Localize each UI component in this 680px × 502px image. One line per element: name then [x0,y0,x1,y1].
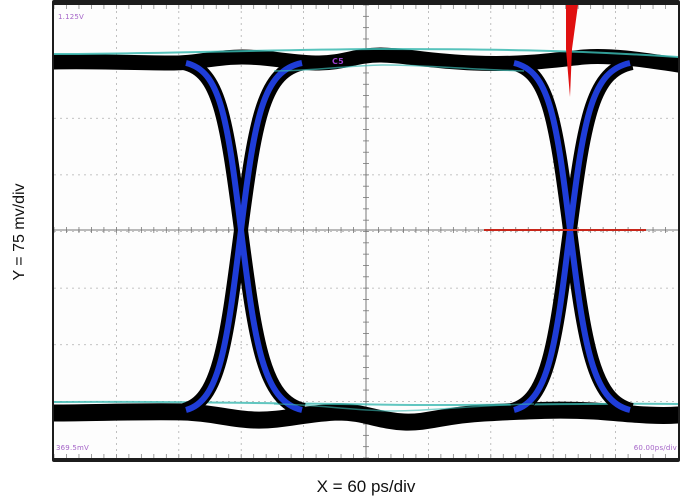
bottom-rail-highlight [53,400,679,407]
y-axis-label: Y = 75 mv/div [11,183,28,281]
top-rail-highlight [53,47,679,58]
bottom-rail-trace [45,401,680,431]
x-axis-label: X = 60 ps/div [316,477,416,496]
top-voltage-readout: 1.125V [58,13,85,21]
trigger-marker [566,5,578,97]
eye-diagram-display [45,4,680,459]
eye-traces [45,47,680,431]
time-scale-readout: 60.00ps/div [633,444,677,452]
graticule [53,4,678,459]
bottom-voltage-readout: 369.5mV [56,444,90,452]
top-rail-trace [46,47,680,73]
bottom-rail-inner-edge [273,403,535,412]
falling-edge-1-blue [185,60,303,413]
scope-screen: 1.125V 369.5mV 60.00ps/div C5 [45,4,680,459]
channel-label: C5 [332,57,344,66]
rising-edge-1-blue [185,60,303,413]
top-rail-inner-edge [273,64,525,72]
rising-edge-2-blue [513,60,631,413]
